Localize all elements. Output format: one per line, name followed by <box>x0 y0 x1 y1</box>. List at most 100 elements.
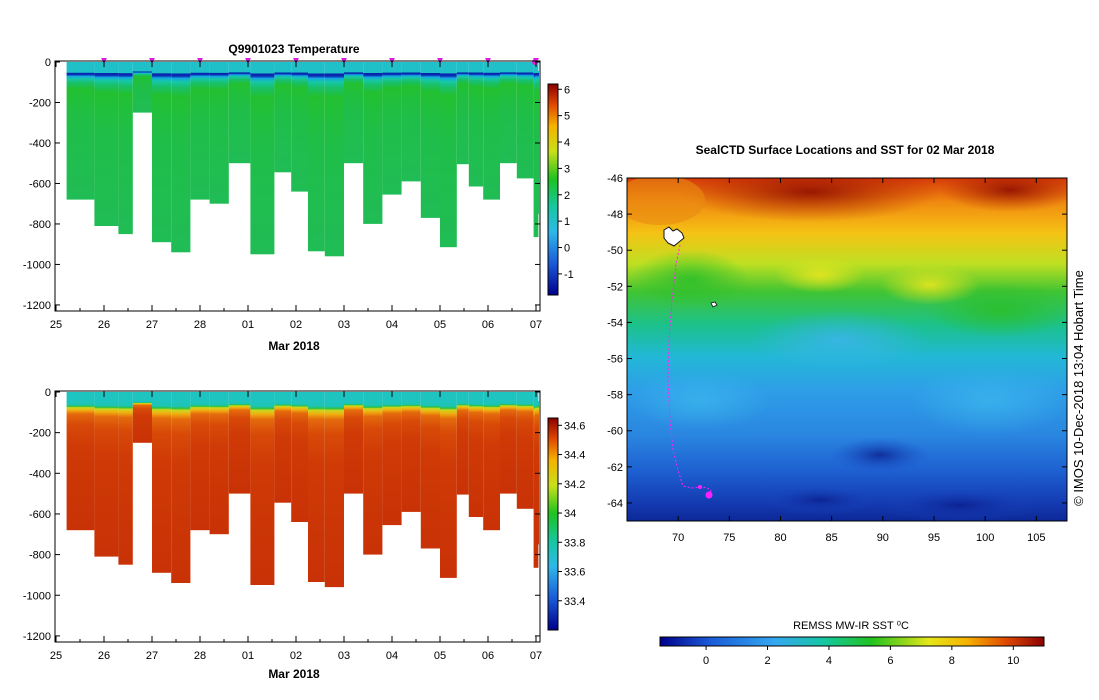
sal-profile-column <box>132 401 152 443</box>
sal-surface-cell <box>456 392 469 403</box>
temp-profile-column <box>209 71 229 204</box>
sal-x-tick-label: 04 <box>386 650 398 662</box>
temp-y-tick-label: -1200 <box>23 300 51 312</box>
temperature-profiles <box>66 62 539 257</box>
sst-map-latitude-axis: -46 -48 -50 -52 -54 -56 -58 -60 -62 -64 <box>607 173 1067 510</box>
temp-colorbar-tick-label: 5 <box>564 111 570 123</box>
sal-profile-column <box>118 401 133 565</box>
sal-x-tick-label: 26 <box>98 650 110 662</box>
temp-profile-column <box>440 71 457 248</box>
salinity-colorbar <box>547 417 559 631</box>
sal-colorbar-tick-label: 33.8 <box>564 537 585 549</box>
sal-x-tick-label: 01 <box>242 650 254 662</box>
salinity-colorbar-ticks: 34.6 34.4 34.2 34 33.8 33.6 33.4 <box>558 420 585 608</box>
sal-profile-column <box>66 401 95 531</box>
temp-profile-column <box>344 71 364 164</box>
temp-colorbar-tick-label: 6 <box>564 84 570 96</box>
temp-surface-cell <box>118 62 133 73</box>
sal-surface-cell <box>66 392 95 403</box>
temp-profile-column <box>152 71 172 243</box>
temperature-panel: Q9901023 Temperature 0 -200 -400 -600 -800 -1… <box>23 42 574 353</box>
sst-map-lon-label: 85 <box>826 532 838 544</box>
sal-profile-column <box>190 401 210 531</box>
salinity-plot-frame <box>54 390 541 643</box>
temperature-x-axis: 25 26 27 28 01 02 03 04 05 06 07 <box>50 61 542 331</box>
sst-colorbar-tick-label: 4 <box>826 655 832 667</box>
temp-profile-column <box>171 71 191 253</box>
temp-y-tick-label: -200 <box>29 97 51 109</box>
sal-x-tick-label: 25 <box>50 650 62 662</box>
sst-colorbar-tick-label: 6 <box>887 655 893 667</box>
sst-map-frame <box>626 177 1068 522</box>
temp-surface-cell <box>228 62 251 73</box>
temperature-y-axis: 0 -200 -400 -600 -800 -1000 -1200 <box>23 57 540 312</box>
sal-profile-column <box>250 401 275 585</box>
temp-profile-column <box>250 71 275 255</box>
temp-x-tick-label: 26 <box>98 319 110 331</box>
temp-surface-cell <box>152 62 172 73</box>
temp-surface-cell <box>363 62 383 73</box>
sst-map-lat-label: -58 <box>607 390 623 402</box>
sst-field <box>627 178 1067 521</box>
temperature-colorbar-ticks: 6 5 4 3 2 1 0 -1 <box>558 84 574 281</box>
sal-profile-column <box>363 401 383 555</box>
sst-map-lon-label: 70 <box>672 532 684 544</box>
sal-profile-column <box>535 401 539 545</box>
temp-profile-column <box>118 71 133 235</box>
temp-y-tick-label: 0 <box>45 57 51 69</box>
temp-y-tick-label: -1000 <box>23 259 51 271</box>
temp-x-tick-label: 02 <box>290 319 302 331</box>
sal-colorbar-tick-label: 34 <box>564 508 576 520</box>
sst-map-lat-label: -46 <box>607 173 623 185</box>
temp-surface-cell <box>516 62 534 73</box>
sal-surface-cell <box>94 392 119 403</box>
temp-surface-cell <box>308 62 325 73</box>
temperature-plot-frame <box>54 60 541 312</box>
sst-colorbar-label: REMSS MW-IR SST ⁰C <box>793 620 909 632</box>
sst-map-lat-label: -56 <box>607 354 623 366</box>
sst-map-lat-label: -64 <box>607 498 623 510</box>
sal-surface-cell <box>401 392 421 403</box>
temp-x-tick-label: 07 <box>530 319 542 331</box>
sal-surface-cell <box>382 392 402 403</box>
sal-profile-column <box>420 401 440 549</box>
sal-surface-cell <box>516 392 534 403</box>
temp-surface-cell <box>324 62 344 73</box>
sal-surface-cell <box>324 392 344 403</box>
sal-profile-column <box>308 401 325 582</box>
temp-profile-column <box>401 71 421 182</box>
temp-profile-column <box>516 71 534 179</box>
temp-profile-column <box>363 71 383 224</box>
temperature-x-label: Mar 2018 <box>268 339 320 353</box>
sst-map-lon-label: 95 <box>928 532 940 544</box>
temp-x-tick-label: 03 <box>338 319 350 331</box>
temp-surface-cell <box>171 62 191 73</box>
temp-surface-cell <box>94 62 119 73</box>
temp-colorbar-tick-label: 3 <box>564 163 570 175</box>
sal-colorbar-tick-label: 33.4 <box>564 596 585 608</box>
sal-colorbar-tick-label: 33.6 <box>564 567 585 579</box>
sst-map-credit: © IMOS 10-Dec-2018 13:04 Hobart Time <box>1071 270 1086 506</box>
sal-profile-column <box>516 401 534 509</box>
sal-surface-cell <box>132 392 152 403</box>
temp-colorbar-tick-label: 4 <box>564 137 570 149</box>
sal-profile-column <box>274 401 292 503</box>
temp-profile-column <box>535 71 539 214</box>
sal-surface-cell <box>152 392 172 403</box>
sal-x-tick-label: 03 <box>338 650 350 662</box>
sal-profile-column <box>94 401 119 557</box>
sst-colorbar-tick-label: 0 <box>703 655 709 667</box>
temp-colorbar-tick-label: 0 <box>564 243 570 255</box>
sal-profile-column <box>291 401 308 522</box>
sal-surface-cell <box>274 392 292 403</box>
temp-surface-cell <box>420 62 440 73</box>
sst-map-lon-label: 75 <box>723 532 735 544</box>
temp-profile-column <box>308 71 325 252</box>
temp-surface-cell <box>274 62 292 73</box>
temp-surface-cell <box>209 62 229 73</box>
sal-colorbar-tick-label: 34.2 <box>564 479 585 491</box>
sal-x-tick-label: 07 <box>530 650 542 662</box>
temp-surface-cell <box>66 62 95 73</box>
sal-surface-cell <box>228 392 251 403</box>
